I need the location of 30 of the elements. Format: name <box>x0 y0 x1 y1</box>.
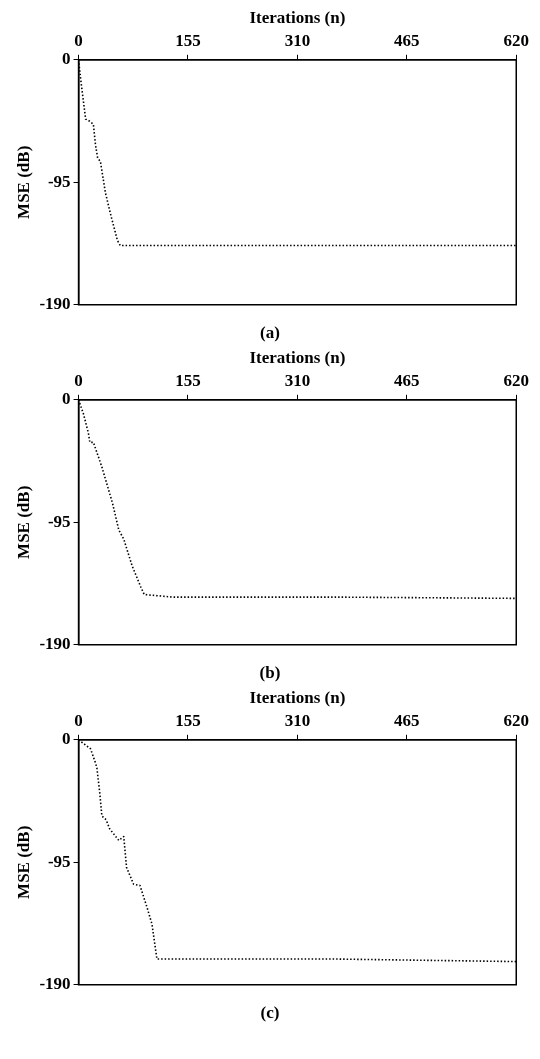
x-axis-title: Iterations (n) <box>249 7 346 27</box>
text: (b) <box>258 662 282 684</box>
x-tick-label: 155 <box>175 370 201 390</box>
x-tick-label: 155 <box>175 30 201 50</box>
y-tick-label: 0 <box>62 389 71 409</box>
x-tick-label: 620 <box>503 370 529 390</box>
y-tick-label: -190 <box>39 974 71 994</box>
y-tick-label: 0 <box>62 49 71 69</box>
x-tick-label: 465 <box>394 370 420 390</box>
x-tick-label: 310 <box>284 30 311 50</box>
x-tick-label: 310 <box>284 710 311 730</box>
y-axis-title: MSE (dB) <box>13 145 33 219</box>
text: (a) <box>259 322 281 344</box>
y-tick-label: -190 <box>39 294 71 314</box>
x-tick-label: 465 <box>394 30 420 50</box>
text: (c) <box>259 1002 281 1024</box>
x-tick-label: 620 <box>503 710 529 730</box>
x-axis-title: Iterations (n) <box>249 687 346 707</box>
x-tick-label: 620 <box>503 30 529 50</box>
x-tick-label: 310 <box>284 370 311 390</box>
x-tick-label: 465 <box>394 710 420 730</box>
y-axis-title: MSE (dB) <box>13 825 33 899</box>
y-tick-label: 0 <box>62 729 71 749</box>
y-tick-label: -95 <box>47 851 71 871</box>
y-tick-label: -190 <box>39 634 71 654</box>
x-axis-title: Iterations (n) <box>249 347 346 367</box>
y-tick-label: -95 <box>47 511 71 531</box>
x-tick-label: 155 <box>175 710 201 730</box>
y-axis-title: MSE (dB) <box>13 485 33 559</box>
y-tick-label: -95 <box>47 171 71 191</box>
